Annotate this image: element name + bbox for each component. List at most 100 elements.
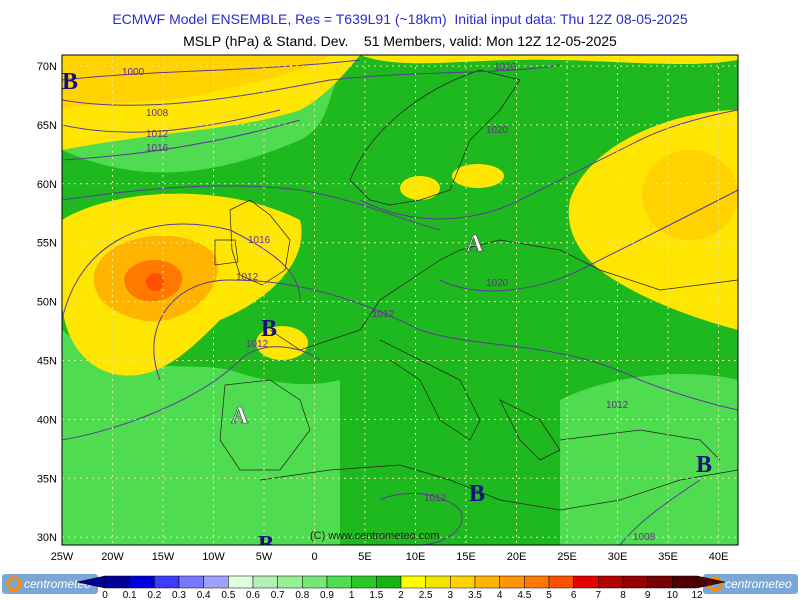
- isobar: [379, 492, 463, 545]
- colorbar-box: [228, 575, 254, 589]
- colorbar-box: [326, 575, 352, 589]
- low-pressure-center: B: [62, 69, 78, 95]
- isobar-label: 1008: [146, 108, 169, 119]
- lon-label: 15W: [152, 551, 175, 563]
- spread-area: [256, 326, 308, 360]
- colorbar-label: 2.5: [419, 590, 433, 600]
- colorbar-box: [622, 575, 648, 589]
- lon-label: 5E: [358, 551, 371, 563]
- colorbar-box: [499, 575, 525, 589]
- lat-label: 70N: [37, 61, 57, 73]
- lat-label: 50N: [37, 297, 57, 309]
- colorbar-label: 0.8: [295, 590, 309, 600]
- colorbar-box: [548, 575, 574, 589]
- lon-label: 25E: [557, 551, 577, 563]
- coastline: [269, 239, 738, 351]
- colorbar-label: 0.3: [172, 590, 186, 600]
- colorbar-box: [302, 575, 328, 589]
- isobar-label: 1012: [606, 400, 629, 411]
- isobar-label: 1012: [246, 339, 269, 350]
- low-pressure-center: B: [469, 481, 485, 507]
- colorbar-box: [104, 575, 130, 589]
- spread-area: [400, 176, 440, 200]
- isobar: [62, 109, 281, 133]
- logo-icon: [6, 576, 22, 592]
- lon-label: 20W: [101, 551, 124, 563]
- colorbar-label: 0.6: [246, 590, 260, 600]
- isobar-label: 1012: [236, 272, 259, 283]
- copyright: (C) www.centrometeo.com: [310, 530, 440, 542]
- lat-label: 30N: [37, 532, 57, 544]
- map-area: 1000 1008 1012 1016 1016 1020 1016 1012 …: [62, 55, 738, 558]
- colorbar-box: [672, 575, 698, 589]
- colorbar-box: [376, 575, 402, 589]
- logo-text: centrometeo: [24, 577, 91, 591]
- colorbar-box: [474, 575, 500, 589]
- spread-area: [62, 55, 330, 110]
- lon-label: 0: [311, 551, 317, 563]
- colorbar-label: 3: [448, 590, 454, 600]
- isobar-label: 1020: [486, 278, 509, 289]
- colorbar-label: 0.2: [147, 590, 161, 600]
- colorbar-label: 2: [398, 590, 404, 600]
- isobar: [439, 189, 738, 292]
- isobar: [62, 185, 441, 231]
- spread-area: [642, 150, 738, 240]
- colorbar-label: 4.5: [517, 590, 531, 600]
- high-pressure-center: A: [231, 403, 249, 429]
- colorbar-label: 4: [497, 590, 503, 600]
- colorbar-label: 0.4: [197, 590, 211, 600]
- isobar-label: 1016: [248, 235, 271, 246]
- lat-label: 65N: [37, 120, 57, 132]
- lon-label: 20E: [507, 551, 527, 563]
- colorbar-box: [400, 575, 426, 589]
- isobar-label: 1012: [146, 129, 169, 140]
- lat-label: 35N: [37, 473, 57, 485]
- isobar-label: 1012: [372, 309, 395, 320]
- lat-label: 40N: [37, 414, 57, 426]
- colorbar-label: 5: [546, 590, 552, 600]
- low-pressure-center: B: [258, 532, 274, 558]
- colorbar-label: 0.9: [320, 590, 334, 600]
- colorbar-box: [154, 575, 180, 589]
- low-pressure-center: B: [261, 316, 277, 342]
- isobar-label: 1000: [122, 67, 145, 78]
- colorbar-box: [129, 575, 155, 589]
- colorbar-box: [351, 575, 377, 589]
- colorbar-box: [277, 575, 303, 589]
- isobar: [62, 346, 321, 441]
- isobar-label: 1016: [146, 143, 169, 154]
- colorbar-label: 12: [691, 590, 703, 600]
- lon-label: 40E: [709, 551, 729, 563]
- colorbar-label: 10: [667, 590, 679, 600]
- lon-label: 10E: [406, 551, 426, 563]
- lon-label: 15E: [456, 551, 476, 563]
- isobar: [359, 109, 738, 220]
- colorbar-box: [524, 575, 550, 589]
- spread-area: [62, 330, 340, 545]
- isobar: [153, 279, 738, 411]
- lat-label: 45N: [37, 356, 57, 368]
- colorbar-label: 1: [349, 590, 355, 600]
- colorbar-label: 7: [596, 590, 602, 600]
- colorbar: 0 0.1 0.2 0.3 0.4 0.5 0.6 0.7 0.8 0.9 1 1.5 2 2.5 3 3.5…: [76, 575, 726, 600]
- colorbar-box: [425, 575, 451, 589]
- isobar: [62, 223, 301, 321]
- lon-label: 10W: [202, 551, 225, 563]
- colorbar-box: [573, 575, 599, 589]
- isobar-label: 1012: [424, 493, 447, 504]
- isobar-label: 1008: [633, 532, 656, 543]
- low-pressure-center: B: [696, 452, 712, 478]
- isobar-label: 1016: [494, 62, 517, 73]
- coastline: [214, 199, 291, 286]
- title-line-1: ECMWF Model ENSEMBLE, Res = T639L91 (~18…: [112, 11, 688, 27]
- coastline: [259, 464, 738, 511]
- colorbar-box: [647, 575, 673, 589]
- lon-label: 30E: [608, 551, 628, 563]
- lat-label: 60N: [37, 179, 57, 191]
- colorbar-box: [450, 575, 476, 589]
- colorbar-box: [598, 575, 624, 589]
- isobar: [62, 59, 361, 81]
- colorbar-label: 0.7: [271, 590, 285, 600]
